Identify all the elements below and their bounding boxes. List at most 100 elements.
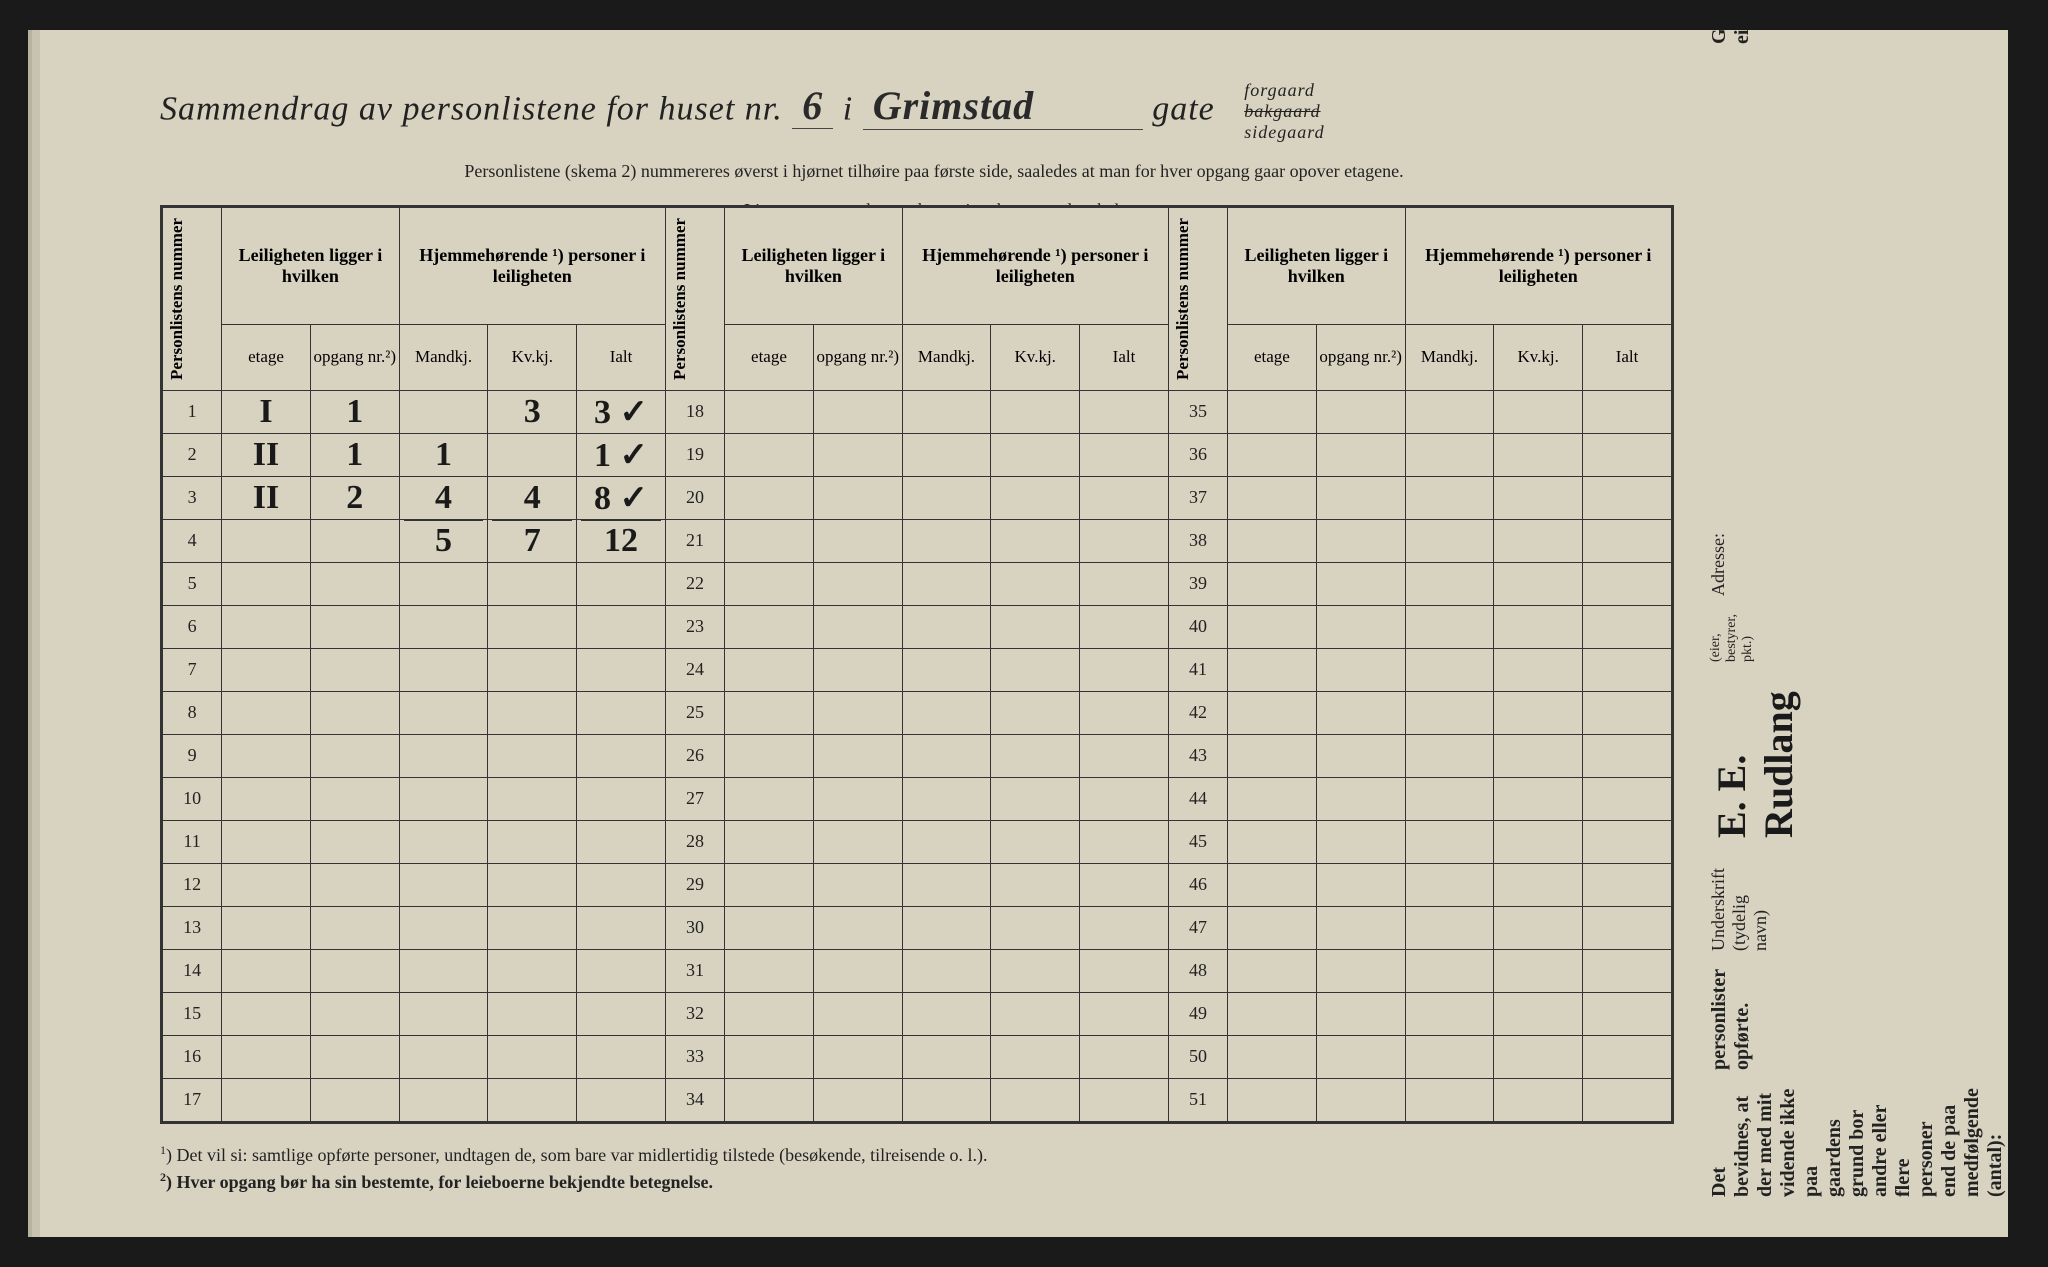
table-row: 72441	[163, 648, 1672, 691]
cell-opgang	[310, 734, 399, 777]
row-number: 44	[1168, 777, 1227, 820]
gaarden-block: Gaarden eies av:	[1708, 30, 1968, 44]
col-personlistens-nummer: Personlistens nummer	[165, 212, 189, 386]
cell-mandkj	[399, 648, 488, 691]
row-number: 48	[1168, 949, 1227, 992]
instruction-1: Personlistene (skema 2) nummereres øvers…	[160, 161, 1708, 182]
cell-ialt	[577, 648, 666, 691]
row-number: 1	[163, 390, 222, 433]
cell-ialt	[577, 992, 666, 1035]
cell-opgang	[310, 605, 399, 648]
cell-etage	[222, 949, 311, 992]
cell-etage	[222, 605, 311, 648]
cell-opgang	[310, 562, 399, 605]
cell-ialt	[577, 1035, 666, 1078]
cell-mandkj	[399, 562, 488, 605]
col-mandkj: Mandkj.	[1405, 324, 1494, 390]
table-row: 173451	[163, 1078, 1672, 1121]
table-row: 1I133 ✓1835	[163, 390, 1672, 433]
cell-kvkj	[488, 820, 577, 863]
row-number: 4	[163, 519, 222, 562]
cell-opgang	[310, 906, 399, 949]
attestation-text: Det bevidnes, at der med mit vidende ikk…	[1708, 1088, 2007, 1197]
col-hjemme-group: Hjemmehørende ¹) personer i leiligheten	[902, 208, 1168, 325]
row-number: 10	[163, 777, 222, 820]
cell-kvkj: 7	[488, 519, 577, 562]
col-personlistens-nummer: Personlistens nummer	[1171, 212, 1195, 386]
row-number: 34	[665, 1078, 724, 1121]
sidebar: Det bevidnes, at der med mit vidende ikk…	[1708, 90, 1968, 1197]
row-number: 47	[1168, 906, 1227, 949]
cell-mandkj: 1	[399, 433, 488, 476]
header: Sammendrag av personlistene for huset nr…	[160, 80, 1708, 221]
row-number: 19	[665, 433, 724, 476]
table-row: 112845	[163, 820, 1672, 863]
cell-ialt	[577, 562, 666, 605]
col-opgang: opgang nr.²)	[813, 324, 902, 390]
row-number: 49	[1168, 992, 1227, 1035]
title-gate: gate	[1152, 90, 1215, 127]
cell-kvkj	[488, 691, 577, 734]
adresse-block-1: Adresse:	[1708, 102, 1968, 596]
cell-kvkj	[488, 906, 577, 949]
footnote-2: 2) Hver opgang bør ha sin bestemte, for …	[160, 1170, 988, 1193]
document-page: Sammendrag av personlistene for huset nr…	[40, 30, 2008, 1237]
row-number: 23	[665, 605, 724, 648]
col-kvkj: Kv.kj.	[991, 324, 1080, 390]
col-hjemme-group: Hjemmehørende ¹) personer i leiligheten	[1405, 208, 1671, 325]
cell-mandkj	[399, 691, 488, 734]
cell-kvkj	[488, 863, 577, 906]
row-number: 2	[163, 433, 222, 476]
cell-opgang	[310, 949, 399, 992]
table-row: 92643	[163, 734, 1672, 777]
table-row: 163350	[163, 1035, 1672, 1078]
cell-ialt: 8 ✓	[577, 476, 666, 519]
cell-ialt	[577, 777, 666, 820]
cell-mandkj	[399, 863, 488, 906]
row-number: 45	[1168, 820, 1227, 863]
cell-opgang	[310, 863, 399, 906]
table-row: 82542	[163, 691, 1672, 734]
personlister-block: personlister opførte.	[1708, 969, 1968, 1070]
cell-etage	[222, 820, 311, 863]
row-number: 36	[1168, 433, 1227, 476]
cell-etage	[222, 992, 311, 1035]
cell-etage	[222, 1078, 311, 1121]
col-etage: etage	[1228, 324, 1317, 390]
row-number: 27	[665, 777, 724, 820]
table-row: 153249	[163, 992, 1672, 1035]
table-row: 3II2448 ✓2037	[163, 476, 1672, 519]
col-mandkj: Mandkj.	[902, 324, 991, 390]
cell-ialt	[577, 906, 666, 949]
underskrift-label: Underskrift (tydelig navn)	[1708, 868, 1771, 951]
cell-etage	[222, 906, 311, 949]
sidegaard-hand: sidegaard	[1244, 122, 1324, 142]
col-leiligheten-group: Leiligheten ligger i hvilken	[725, 208, 903, 325]
cell-mandkj	[399, 1035, 488, 1078]
col-ialt: Ialt	[1080, 324, 1169, 390]
row-number: 12	[163, 863, 222, 906]
col-kvkj: Kv.kj.	[488, 324, 577, 390]
cell-opgang	[310, 1078, 399, 1121]
cell-opgang	[310, 820, 399, 863]
row-number: 16	[163, 1035, 222, 1078]
cell-mandkj	[399, 949, 488, 992]
row-number: 35	[1168, 390, 1227, 433]
cell-ialt: 3 ✓	[577, 390, 666, 433]
row-number: 50	[1168, 1035, 1227, 1078]
cell-etage: II	[222, 433, 311, 476]
row-number: 20	[665, 476, 724, 519]
gaarden-label: Gaarden eies av:	[1708, 30, 1754, 44]
footnotes: 1) Det vil si: samtlige opførte personer…	[160, 1139, 988, 1197]
col-ialt: Ialt	[577, 324, 666, 390]
cell-mandkj	[399, 390, 488, 433]
cell-opgang	[310, 519, 399, 562]
eier-label: (eier, bestyrer, pkt.)	[1708, 614, 1756, 662]
row-number: 41	[1168, 648, 1227, 691]
col-mandkj: Mandkj.	[399, 324, 488, 390]
cell-kvkj	[488, 605, 577, 648]
row-number: 25	[665, 691, 724, 734]
row-number: 22	[665, 562, 724, 605]
cell-opgang: 2	[310, 476, 399, 519]
cell-kvkj	[488, 1035, 577, 1078]
